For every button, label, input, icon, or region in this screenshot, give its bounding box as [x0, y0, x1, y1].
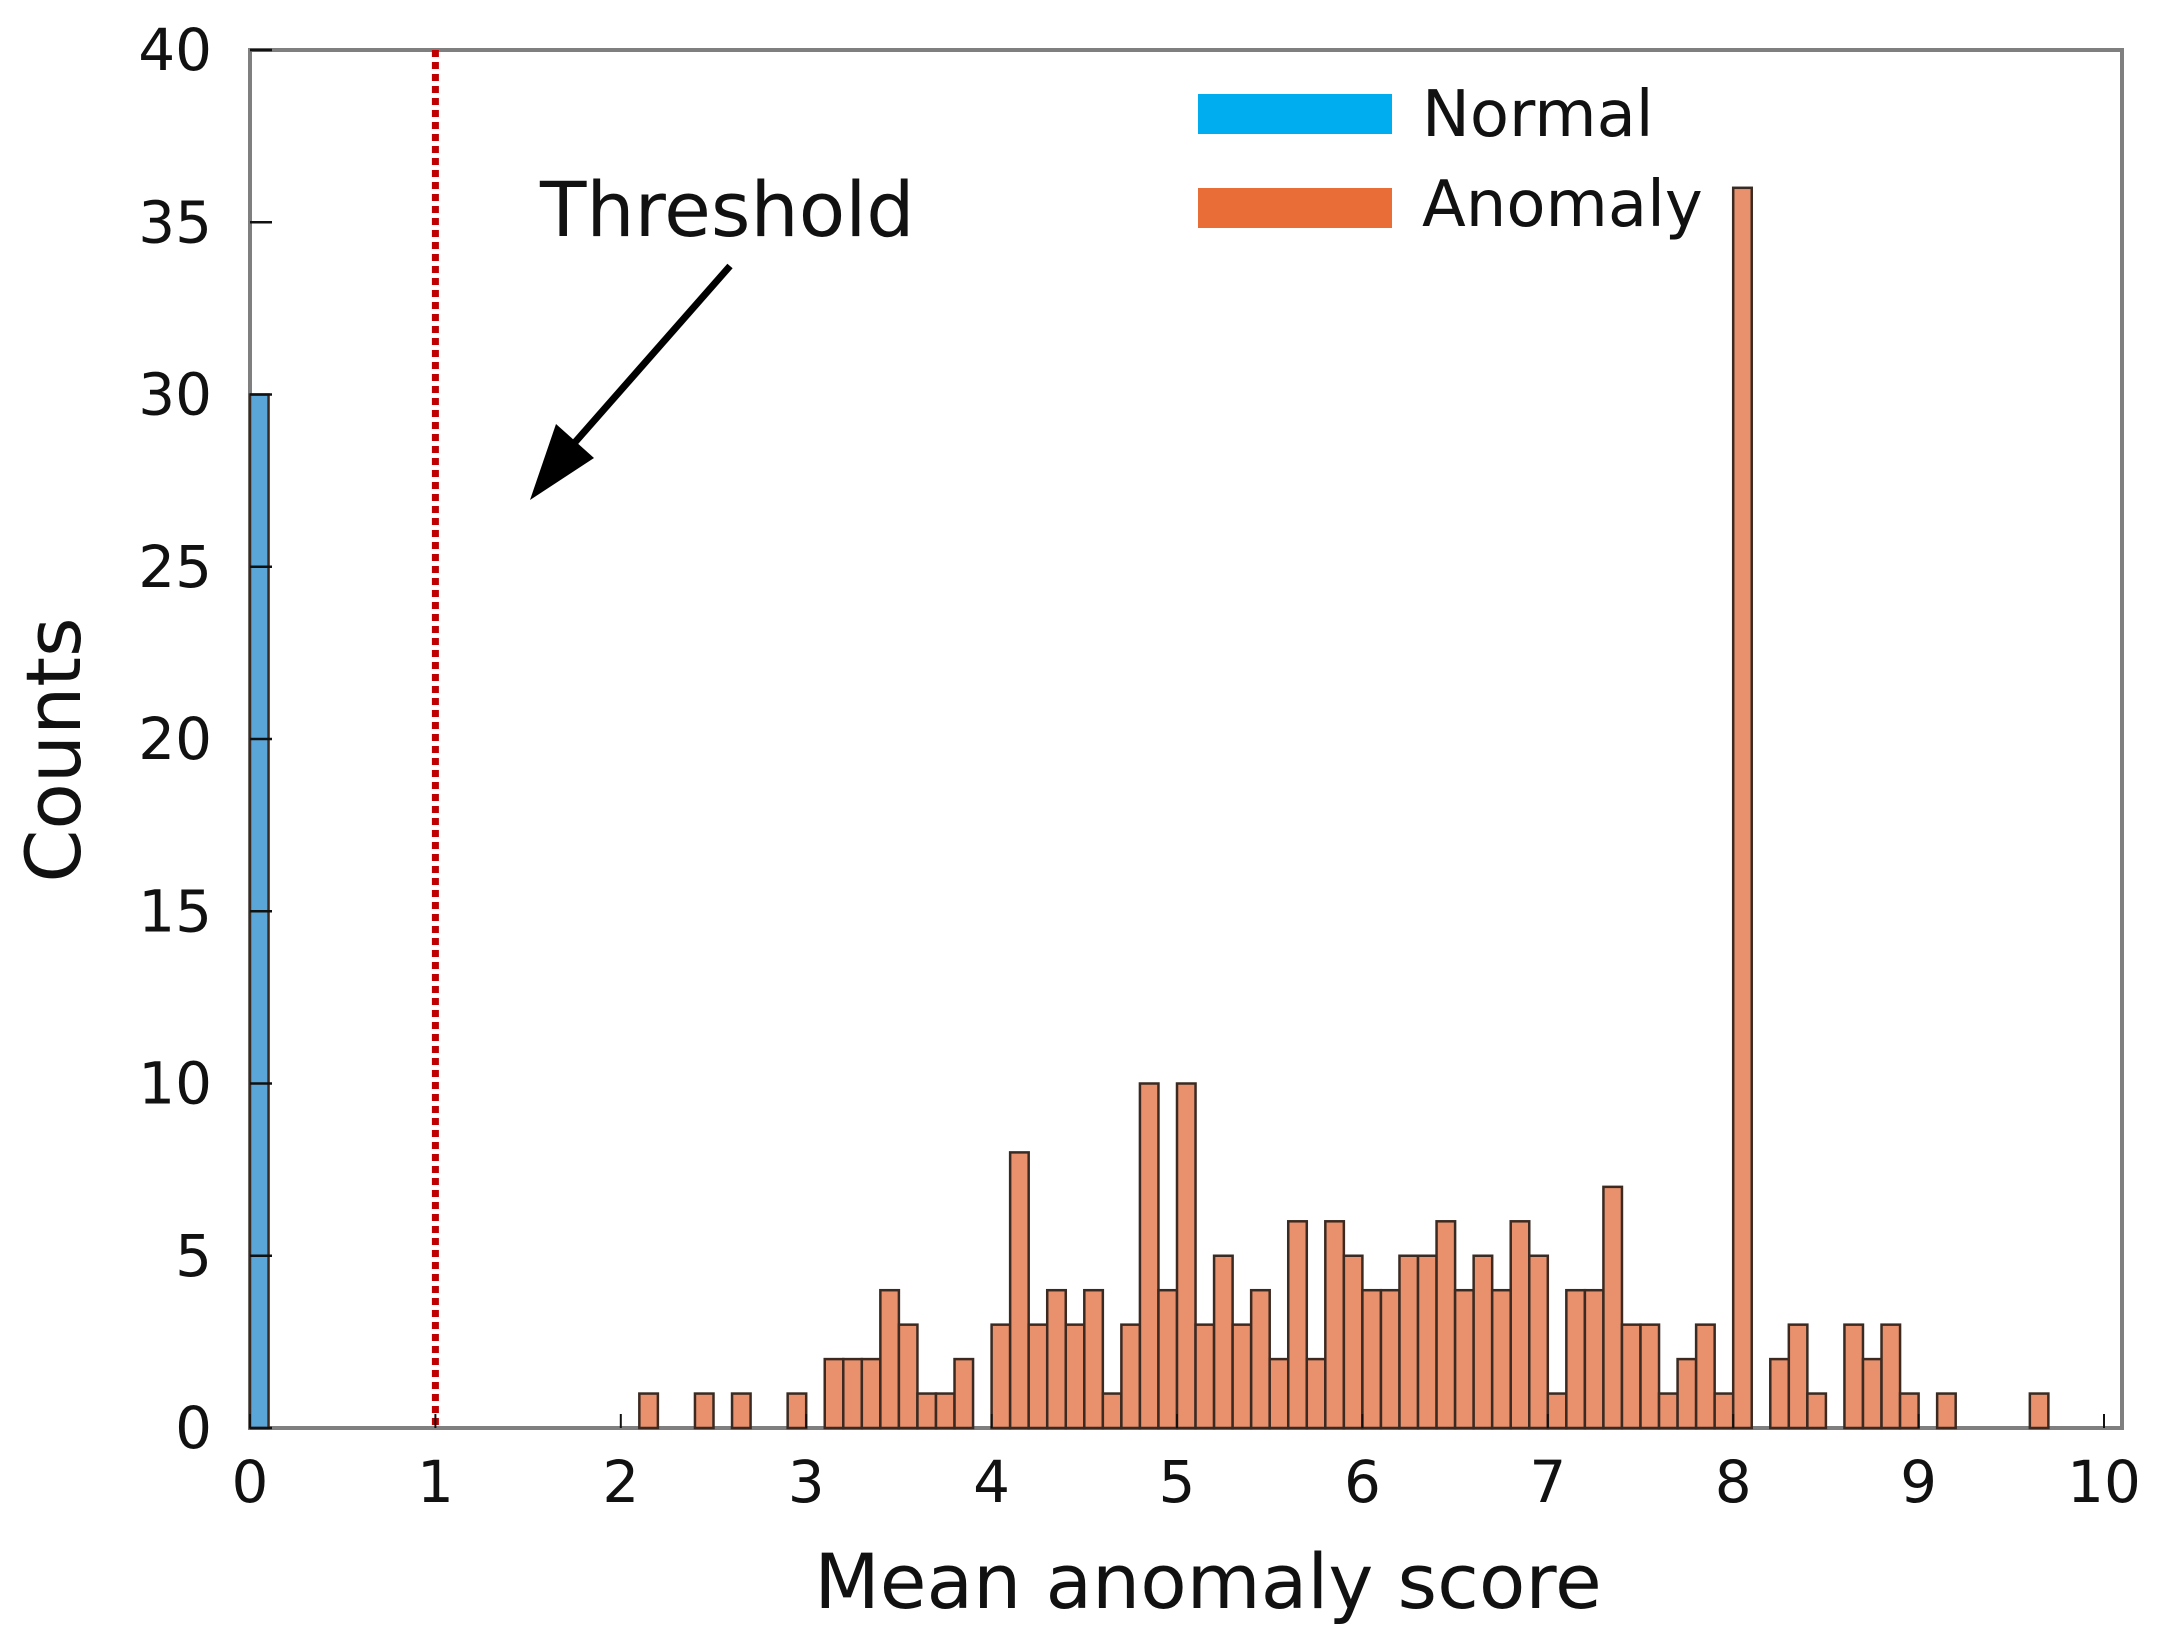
bar-anomaly	[1194, 1323, 1216, 1430]
bar-anomaly	[1472, 1254, 1494, 1430]
bar-anomaly	[934, 1392, 956, 1430]
bar-anomaly	[1342, 1254, 1364, 1430]
bar-anomaly	[1045, 1288, 1068, 1430]
threshold-annotation: Threshold	[530, 165, 915, 500]
bar-anomaly	[1379, 1288, 1401, 1430]
legend: Normal Anomaly	[1198, 78, 1703, 242]
bar-anomaly	[693, 1392, 715, 1430]
bar-anomaly	[730, 1392, 752, 1430]
bar-anomaly	[1731, 186, 1753, 1430]
bar-anomaly	[916, 1392, 938, 1430]
bar-anomaly	[990, 1323, 1012, 1430]
x-tick-label: 2	[602, 1448, 639, 1516]
bar-anomaly	[1101, 1392, 1123, 1430]
bar-anomaly	[1175, 1082, 1197, 1430]
bar-anomaly	[1806, 1392, 1828, 1430]
series-anomaly	[638, 186, 2050, 1430]
x-tick-label: 9	[1900, 1448, 1937, 1516]
y-tick-label: 30	[138, 361, 212, 429]
y-tick-label: 0	[175, 1394, 212, 1462]
y-tick-label: 10	[138, 1050, 212, 1118]
bar-anomaly	[1583, 1288, 1605, 1430]
bar-anomaly	[1064, 1323, 1086, 1430]
bar-anomaly	[1843, 1323, 1865, 1430]
bar-anomaly	[1565, 1288, 1587, 1430]
bar-anomaly	[1398, 1254, 1420, 1430]
bar-anomaly	[823, 1357, 845, 1430]
bar-anomaly	[1509, 1220, 1531, 1430]
bar-anomaly	[1027, 1323, 1049, 1430]
bar-anomaly	[1453, 1288, 1475, 1430]
bar-anomaly	[1880, 1323, 1902, 1430]
bar-anomaly	[1935, 1392, 1957, 1430]
y-tick-label: 20	[138, 705, 212, 773]
bar-anomaly	[1861, 1357, 1883, 1430]
x-tick-label: 4	[973, 1448, 1010, 1516]
y-tick-label: 40	[138, 16, 212, 84]
legend-swatch-anomaly	[1198, 188, 1392, 228]
threshold-label: Threshold	[539, 165, 915, 254]
y-axis-title: Counts	[9, 617, 98, 882]
bar-anomaly	[1231, 1323, 1253, 1430]
x-tick-label: 10	[2067, 1448, 2141, 1516]
y-tick-label: 35	[138, 188, 212, 256]
bar-anomaly	[1657, 1392, 1679, 1430]
bar-anomaly	[1157, 1288, 1179, 1430]
y-tick-label: 15	[138, 877, 212, 945]
x-tick-label: 6	[1344, 1448, 1381, 1516]
axes-layer: 0 1 2 3 4 5 6 7 8 9 10 0 5 10 15 20 25 30 35 40	[138, 16, 2141, 1516]
legend-label-anomaly: Anomaly	[1422, 168, 1703, 242]
x-tick-label: 3	[788, 1448, 825, 1516]
bar-anomaly	[786, 1392, 808, 1430]
bar-anomaly	[1769, 1357, 1791, 1430]
x-tick-label: 0	[232, 1448, 269, 1516]
bar-anomaly	[1546, 1392, 1568, 1430]
bar-anomaly	[1528, 1254, 1550, 1430]
bar-anomaly	[953, 1357, 975, 1430]
bar-anomaly	[860, 1357, 882, 1430]
x-tick-label: 8	[1715, 1448, 1752, 1516]
y-tick-label: 25	[138, 533, 212, 601]
bar-anomaly	[1620, 1323, 1642, 1430]
bar-anomaly	[2028, 1392, 2050, 1430]
x-tick-label: 5	[1159, 1448, 1196, 1516]
bar-anomaly	[1639, 1323, 1661, 1430]
bar-anomaly	[1138, 1082, 1160, 1430]
bar-anomaly	[897, 1323, 919, 1430]
bar-anomaly	[1416, 1254, 1438, 1430]
bar-anomaly	[1676, 1357, 1698, 1430]
bar-anomaly	[879, 1288, 901, 1430]
x-axis-title: Mean anomaly score	[814, 1537, 1602, 1626]
bar-anomaly	[638, 1392, 660, 1430]
bar-anomaly	[1694, 1323, 1716, 1430]
bar-anomaly	[842, 1357, 864, 1430]
bar-anomaly	[1249, 1288, 1271, 1430]
x-tick-label: 1	[417, 1448, 454, 1516]
bar-anomaly	[1898, 1392, 1920, 1430]
bar-anomaly	[1286, 1220, 1309, 1430]
bar-anomaly	[1713, 1392, 1735, 1430]
bar-anomaly	[1324, 1220, 1346, 1430]
bar-anomaly	[1787, 1323, 1809, 1430]
legend-swatch-normal	[1198, 94, 1392, 134]
threshold-arrow-head	[530, 424, 594, 500]
threshold-arrow-shaft	[567, 263, 733, 451]
bar-anomaly	[1490, 1288, 1512, 1430]
bar-anomaly	[1120, 1323, 1142, 1430]
bar-anomaly	[1602, 1185, 1624, 1430]
legend-label-normal: Normal	[1422, 78, 1654, 152]
bar-anomaly	[1212, 1254, 1234, 1430]
x-tick-label: 7	[1529, 1448, 1566, 1516]
bar-anomaly	[1268, 1357, 1290, 1430]
bar-anomaly	[1305, 1357, 1327, 1430]
bar-anomaly	[1361, 1288, 1383, 1430]
bar-anomaly	[1083, 1288, 1105, 1430]
bar-anomaly	[1008, 1151, 1030, 1430]
y-tick-label: 5	[175, 1222, 212, 1290]
bars-layer	[248, 186, 2050, 1430]
bar-anomaly	[1435, 1220, 1457, 1430]
